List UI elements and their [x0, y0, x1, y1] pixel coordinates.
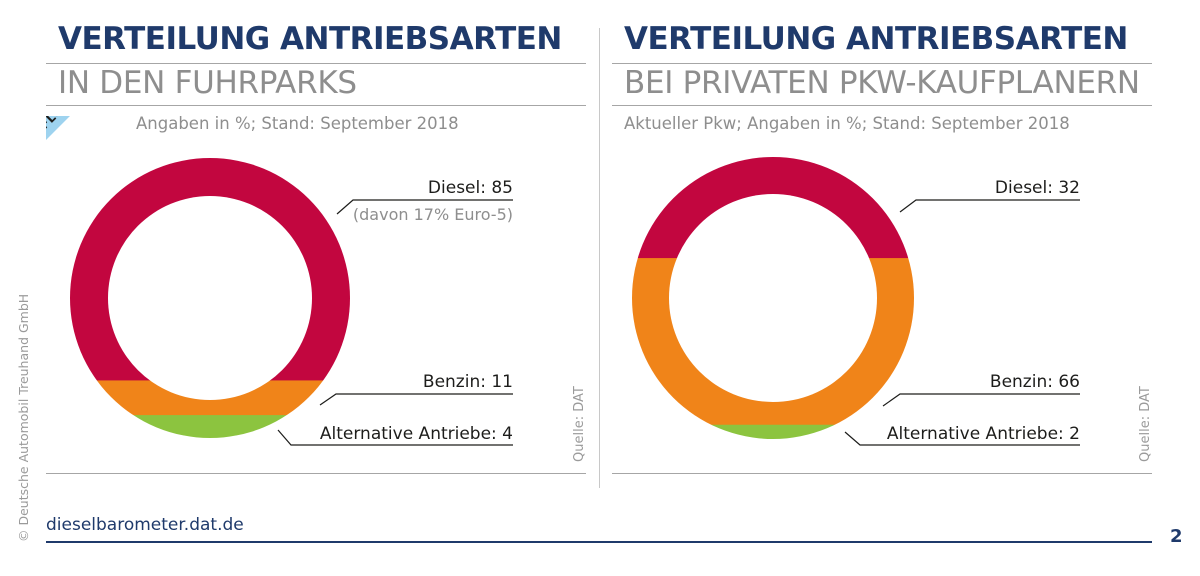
right-benzin-label: Benzin: 66 — [990, 372, 1080, 392]
left-benzin-leader — [319, 393, 513, 406]
right-subtitle: BEI PRIVATEN PKW-KAUFPLANERN — [624, 65, 1140, 101]
right-source: Quelle: DAT — [1138, 386, 1153, 462]
left-meta: Angaben in %; Stand: September 2018 — [136, 114, 459, 133]
right-title: VERTEILUNG ANTRIEBSARTEN — [624, 21, 1128, 57]
right-donut-chart: Diesel: 32 Benzin: 66 Alternative Antrie… — [631, 157, 1080, 446]
left-diesel-annotation: (davon 17% Euro-5) — [353, 205, 513, 224]
left-diesel-label: Diesel: 85 — [428, 178, 513, 198]
right-title-rule — [612, 63, 1152, 64]
right-diesel-label: Diesel: 32 — [995, 178, 1080, 198]
left-subtitle-rule — [46, 105, 586, 106]
left-alternative-label: Alternative Antriebe: 4 — [320, 424, 513, 444]
right-benzin-leader — [882, 393, 1080, 407]
right-subtitle-rule — [612, 105, 1152, 106]
left-diesel-segment — [69, 158, 351, 381]
right-leaders — [844, 199, 1080, 446]
left-subtitle: IN DEN FUHRPARKS — [58, 65, 357, 101]
left-bottom-rule — [46, 473, 586, 474]
left-donut-segments — [69, 158, 351, 439]
left-donut-chart: Diesel: 85 (davon 17% Euro-5) Benzin: 11… — [69, 158, 513, 446]
flotte-badge-label: FLOTTE — [46, 116, 85, 132]
page-number: 2 — [1170, 526, 1183, 547]
left-title: VERTEILUNG ANTRIEBSARTEN — [58, 21, 562, 57]
left-alternative-segment — [69, 414, 351, 439]
right-benzin-segment — [631, 257, 915, 425]
right-alternative-segment — [631, 424, 915, 440]
footer-rule — [46, 541, 1152, 543]
left-source: Quelle: DAT — [572, 386, 587, 462]
left-title-rule — [46, 63, 586, 64]
right-diesel-leader — [899, 199, 1080, 213]
right-bottom-rule — [612, 473, 1152, 474]
right-donut-segments — [631, 157, 915, 440]
right-alternative-label: Alternative Antriebe: 2 — [887, 424, 1080, 444]
left-benzin-segment — [69, 379, 351, 416]
panel-divider — [599, 28, 600, 488]
right-alternative-leader — [844, 431, 1080, 446]
left-benzin-label: Benzin: 11 — [423, 372, 513, 392]
footer-url-link[interactable]: dieselbarometer.dat.de — [46, 515, 244, 535]
left-diesel-leader — [336, 199, 513, 215]
copyright-notice: © Deutsche Automobil Treuhand GmbH — [16, 293, 31, 542]
left-leaders — [277, 199, 513, 446]
right-diesel-segment — [631, 157, 915, 259]
left-alternative-leader — [277, 429, 513, 446]
right-meta: Aktueller Pkw; Angaben in %; Stand: Sept… — [624, 114, 1070, 133]
